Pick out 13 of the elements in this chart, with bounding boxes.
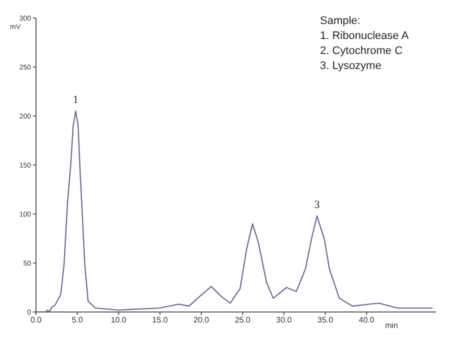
annotation: 1 [72,94,78,106]
x-tick-label: 35.0 [317,316,334,325]
x-tick-label: 20.0 [194,316,210,325]
x-tick-label: 0.0 [30,316,42,325]
annotation: Sample: 1. Ribonuclease A 2. Cytochrome C 3. Lysozyme [320,14,409,74]
x-axis-title: min [385,321,398,330]
x-tick-label: 30.0 [276,316,292,325]
x-tick-label: 15.0 [152,316,168,325]
x-tick-label: 10.0 [110,316,127,325]
x-tick-label: 5.0 [72,316,84,325]
x-tick-label: 25.0 [234,316,251,325]
x-tick-label: 40.0 [358,316,375,325]
annotation: 3 [314,198,320,211]
